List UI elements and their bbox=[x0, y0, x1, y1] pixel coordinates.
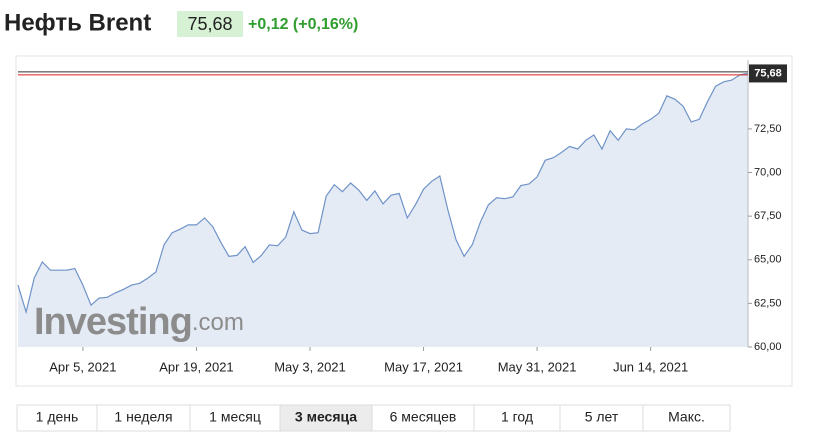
y-tick-label: 60,00 bbox=[754, 341, 782, 353]
y-tick-label: 67,50 bbox=[754, 210, 782, 222]
range-tab[interactable]: 3 месяца bbox=[279, 404, 373, 432]
area bbox=[18, 73, 748, 348]
plot: Investing.com 60,00 62,50 65,00 67,50 70,00 72… bbox=[17, 60, 787, 374]
range-tab-box[interactable] bbox=[371, 404, 475, 432]
current-price-badge bbox=[749, 64, 787, 83]
range-tab-label[interactable]: 6 месяцев bbox=[390, 409, 457, 425]
y-tick-label: 70,00 bbox=[754, 166, 782, 178]
range-tab-box[interactable] bbox=[96, 404, 191, 432]
price-line bbox=[17, 72, 749, 315]
range-tab-box[interactable] bbox=[189, 404, 281, 432]
range-tab[interactable]: 1 день bbox=[16, 404, 98, 432]
range-tab-label[interactable]: 1 день bbox=[36, 409, 79, 425]
range-tab[interactable]: 5 лет bbox=[559, 404, 644, 432]
range-tab[interactable]: 1 неделя bbox=[96, 404, 191, 432]
x-tick-label: Apr 5, 2021 bbox=[49, 359, 116, 374]
range-tab-label[interactable]: 3 месяца bbox=[295, 409, 357, 425]
instrument-title: Нефть Brent bbox=[4, 9, 151, 36]
chart-frame bbox=[15, 55, 793, 387]
price: 75,68 bbox=[187, 14, 232, 34]
range-tab-label[interactable]: 1 неделя bbox=[114, 409, 172, 425]
y-tick-label: 65,00 bbox=[754, 254, 782, 266]
x-tick-label: May 17, 2021 bbox=[384, 359, 463, 374]
range-tab-label[interactable]: Макс. bbox=[668, 409, 705, 425]
range-tab[interactable]: 1 год bbox=[473, 404, 561, 432]
range-tabs: 1 день 1 неделя 1 месяц 3 месяца 6 месяцев 1 … bbox=[16, 404, 731, 432]
current-price-label: 75,68 bbox=[754, 67, 782, 79]
range-tab[interactable]: Макс. bbox=[642, 404, 731, 432]
price-badge bbox=[177, 11, 243, 37]
watermark: Investing.com bbox=[34, 301, 244, 343]
range-tab-label[interactable]: 1 месяц bbox=[209, 409, 261, 425]
range-tab-box[interactable] bbox=[279, 404, 373, 432]
watermark-brand: Investing bbox=[34, 301, 192, 343]
range-tab-label[interactable]: 5 лет bbox=[585, 409, 619, 425]
price-change: +0,12 (+0,16%) bbox=[248, 16, 358, 33]
range-tab-label[interactable]: 1 год bbox=[501, 409, 533, 425]
range-tab-box[interactable] bbox=[473, 404, 561, 432]
y-tick-label: 62,50 bbox=[754, 297, 782, 309]
x-tick-label: Apr 19, 2021 bbox=[159, 359, 233, 374]
range-tab[interactable]: 6 месяцев bbox=[371, 404, 475, 432]
y-tick-label: 72,50 bbox=[754, 123, 782, 135]
x-tick-label: May 31, 2021 bbox=[498, 359, 577, 374]
range-tab[interactable]: 1 месяц bbox=[189, 404, 281, 432]
range-tab-box[interactable] bbox=[559, 404, 644, 432]
range-tab-box[interactable] bbox=[642, 404, 731, 432]
x-tick-label: May 3, 2021 bbox=[274, 359, 346, 374]
x-tick-label: Jun 14, 2021 bbox=[613, 359, 688, 374]
watermark-domain: .com bbox=[192, 309, 244, 336]
